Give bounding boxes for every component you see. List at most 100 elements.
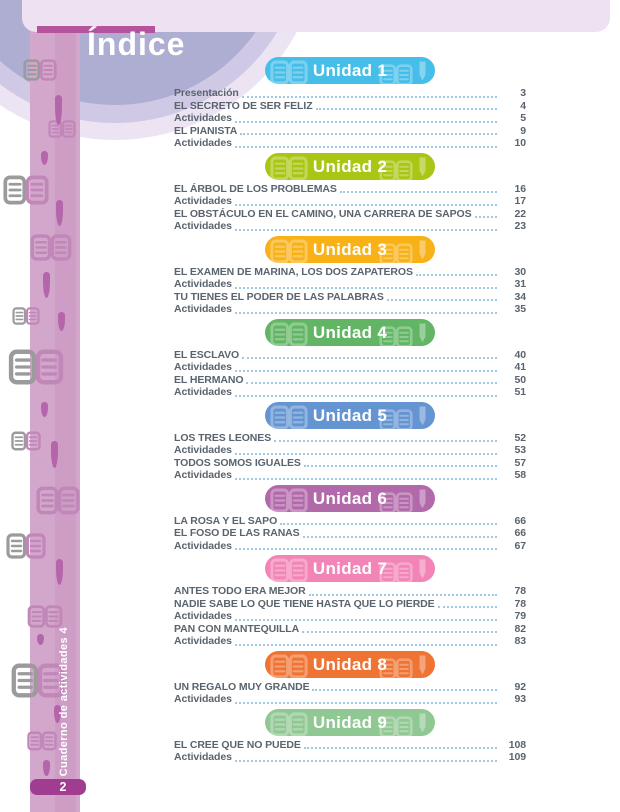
dotted-leader <box>280 523 497 525</box>
toc-entry: LA ROSA Y EL SAPO 66 <box>174 515 526 528</box>
toc-entry-page: 92 <box>514 680 527 693</box>
unit-section: Unidad 7 ANTES TODO ERA MEJOR 78 NADIE S… <box>174 555 526 648</box>
toc-entry: Actividades 93 <box>174 693 526 706</box>
toc-entry-title: LOS TRES LEONES <box>174 431 272 444</box>
toc-entry-title: Actividades <box>174 635 232 647</box>
toc-entry: ANTES TODO ERA MEJOR 78 <box>174 585 526 598</box>
dotted-leader <box>234 120 497 123</box>
toc-entry-page: 78 <box>514 585 527 597</box>
toc-entry: Actividades 58 <box>174 469 526 482</box>
toc-entry-page: 82 <box>514 622 527 635</box>
toc-entry-title: EL ÁRBOL DE LOS PROBLEMAS <box>174 182 337 195</box>
toc-entry: Actividades 23 <box>174 220 526 233</box>
pencil-dash-icon <box>41 402 48 417</box>
toc-entry: EL FOSO DE LAS RANAS 66 <box>174 527 526 540</box>
toc-entry-page: 41 <box>514 361 527 373</box>
toc-entry-title: EL CREE QUE NO PUEDE <box>174 738 301 751</box>
dotted-leader <box>242 357 497 359</box>
toc-entry-page: 23 <box>514 220 527 232</box>
toc-entry-title: Actividades <box>174 610 232 622</box>
toc-entry: EL SECRETO DE SER FELIZ 4 <box>174 100 526 113</box>
dotted-leader <box>303 465 497 467</box>
page-number-badge: 2 <box>30 779 86 795</box>
unit-entries: LOS TRES LEONES 52 Actividades 53 TODOS … <box>174 432 526 482</box>
dotted-leader <box>234 369 497 372</box>
toc-entry-title: Actividades <box>174 386 232 398</box>
dotted-leader <box>308 593 497 596</box>
open-book-icon <box>6 533 46 559</box>
toc-entry-title: EL SECRETO DE SER FELIZ <box>174 99 313 112</box>
toc-entry: Actividades 35 <box>174 303 526 316</box>
open-book-icon <box>3 175 49 205</box>
pencil-dash-icon <box>56 559 63 585</box>
open-book-icon <box>27 731 57 751</box>
open-book-icon <box>379 562 413 582</box>
unit-entries: EL CREE QUE NO PUEDE 108 Actividades 109 <box>174 739 526 764</box>
dotted-leader <box>415 274 497 276</box>
unit-entries: EL EXAMEN DE MARINA, LOS DOS ZAPATEROS 3… <box>174 266 526 316</box>
toc-entry: UN REGALO MUY GRANDE 92 <box>174 681 526 694</box>
toc-entry: Actividades 5 <box>174 112 526 125</box>
toc-entry-title: Actividades <box>174 444 232 456</box>
pencil-icon <box>418 322 427 344</box>
toc-entry-page: 67 <box>514 539 527 552</box>
open-book-icon <box>270 322 308 346</box>
toc-entry-title: Actividades <box>174 693 232 705</box>
dotted-leader <box>302 631 497 633</box>
toc-entry-page: 5 <box>520 112 526 124</box>
dotted-leader <box>234 477 497 480</box>
toc-entry: NADIE SABE LO QUE TIENE HASTA QUE LO PIE… <box>174 598 526 611</box>
dotted-leader <box>234 286 497 289</box>
open-book-icon <box>23 59 57 81</box>
dotted-leader <box>312 689 497 691</box>
unit-label: Unidad 8 <box>312 654 388 674</box>
unit-label: Unidad 6 <box>312 488 388 508</box>
pencil-dash-icon <box>54 705 61 723</box>
dotted-leader <box>246 382 497 384</box>
toc-entry: TODOS SOMOS IGUALES 57 <box>174 457 526 470</box>
toc-entry-page: 83 <box>514 635 527 647</box>
open-book-icon <box>379 242 413 263</box>
toc-entry-page: 16 <box>514 182 527 195</box>
open-book-icon <box>270 156 308 180</box>
dotted-leader <box>303 747 497 749</box>
pencil-icon <box>418 239 427 261</box>
toc-entry-title: Actividades <box>174 303 232 315</box>
page-title: Índice <box>87 26 186 62</box>
dotted-leader <box>234 452 497 455</box>
dotted-leader <box>437 606 497 608</box>
toc-entry: Actividades 31 <box>174 278 526 291</box>
toc-entry-page: 3 <box>520 87 526 99</box>
toc-entry-title: NADIE SABE LO QUE TIENE HASTA QUE LO PIE… <box>174 597 435 610</box>
dotted-leader <box>234 759 497 762</box>
toc-entry: Actividades 17 <box>174 195 526 208</box>
unit-entries: EL ÁRBOL DE LOS PROBLEMAS 16 Actividades… <box>174 183 526 233</box>
unit-pill: Unidad 5 <box>265 401 435 429</box>
dotted-leader <box>234 228 497 231</box>
spine-text: Cuaderno de actividades 4 <box>58 626 70 776</box>
toc-entry-title: Actividades <box>174 220 232 232</box>
open-book-icon <box>36 486 80 515</box>
title-underline-bar <box>37 26 155 33</box>
dotted-leader <box>234 548 497 550</box>
unit-pill: Unidad 3 <box>265 235 435 263</box>
toc-entry-page: 40 <box>514 348 527 361</box>
unit-section: Unidad 5 LOS TRES LEONES 52 Actividades … <box>174 401 526 482</box>
open-book-icon <box>270 558 308 582</box>
toc-entry-page: 50 <box>514 373 527 386</box>
toc-entry-page: 66 <box>514 527 527 539</box>
open-book-icon <box>379 657 413 678</box>
toc-entry-title: Actividades <box>174 137 232 149</box>
toc-entry-title: Actividades <box>174 112 232 124</box>
dotted-leader <box>234 311 497 314</box>
toc-entry: Actividades 51 <box>174 386 526 399</box>
dotted-leader <box>241 95 497 98</box>
unit-pill: Unidad 4 <box>265 318 435 346</box>
toc-entry-title: Actividades <box>174 751 232 763</box>
unit-entries: Presentación 3 EL SECRETO DE SER FELIZ 4… <box>174 87 526 150</box>
toc-entry-page: 109 <box>508 751 526 763</box>
unit-entries: UN REGALO MUY GRANDE 92 Actividades 93 <box>174 681 526 706</box>
unit-section: Unidad 1 Presentación 3 EL SECRETO DE SE… <box>174 57 526 150</box>
toc-entry: Actividades 41 <box>174 361 526 374</box>
dotted-leader <box>315 108 497 110</box>
